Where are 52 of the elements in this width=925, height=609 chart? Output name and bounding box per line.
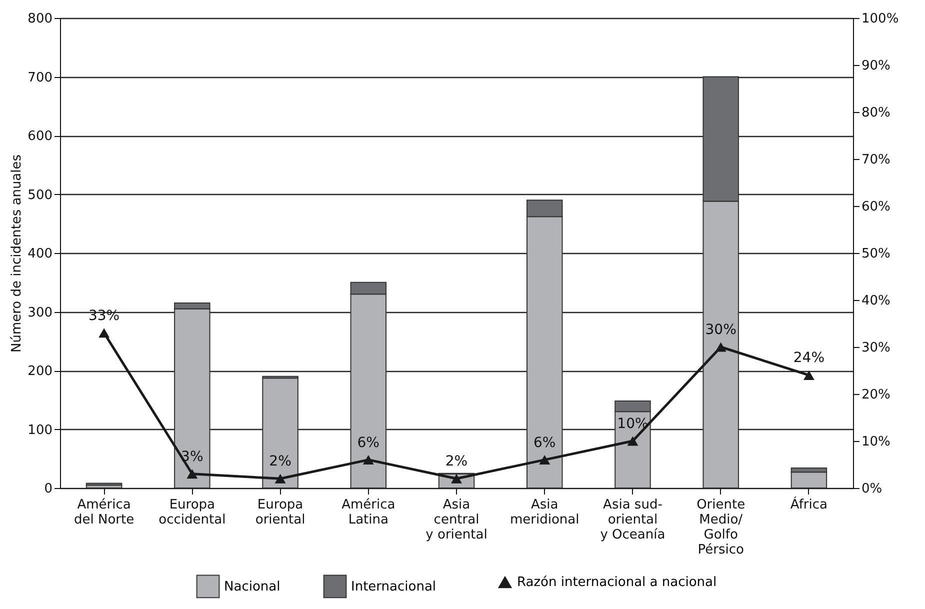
y-tick-label: 100	[28, 422, 52, 438]
y-tick-label: 600	[28, 129, 52, 144]
y2-tick-label: 100%	[862, 12, 899, 26]
data-label: 6%	[357, 434, 380, 451]
point	[98, 328, 110, 338]
y2-tick-label: 40%	[862, 294, 890, 308]
y-tick-label: 500	[28, 188, 52, 203]
y2-tick-label: 20%	[862, 388, 890, 402]
y2-tick-label: 50%	[862, 246, 890, 262]
point	[803, 370, 814, 380]
x-tick-label: Europa occidental	[158, 498, 226, 528]
data-label: 6%	[534, 434, 556, 451]
x-tick-label: América Latina	[342, 498, 396, 528]
data-label: 30%	[705, 322, 736, 338]
y2-tick-label: 10%	[862, 434, 890, 450]
x-tick-label: Oriente Medio/ Golfo Pérsico	[696, 498, 746, 558]
bar	[262, 378, 298, 488]
point	[186, 469, 198, 479]
legend-label: Internacional	[351, 579, 436, 594]
x-tick-label: África	[790, 496, 828, 512]
point	[715, 342, 726, 352]
data-label: 2%	[269, 454, 292, 470]
data-label: 33%	[88, 308, 120, 324]
data-label: 10%	[617, 416, 648, 432]
y2-tick-label: 30%	[862, 340, 890, 356]
y-tick-label: 700	[28, 70, 52, 86]
legend-label: Nacional	[224, 579, 280, 594]
y2-tick-label: 80%	[862, 106, 890, 120]
point	[274, 474, 286, 484]
y2-tick-label: 90%	[862, 58, 890, 74]
bar	[790, 472, 828, 488]
point	[539, 455, 550, 465]
data-label: 24%	[793, 350, 825, 366]
y-tick-label: 300	[28, 305, 52, 320]
data-label: 2%	[445, 454, 468, 470]
point	[362, 455, 374, 465]
data-label: 3%	[181, 448, 204, 465]
x-tick-label: Asia sud- oriental y Oceanía	[600, 498, 666, 542]
x-tick-label: América del Norte	[74, 498, 134, 528]
legend-label: Razón internacional a nacional	[517, 575, 717, 590]
x-tick-label: Europa oriental	[255, 498, 306, 528]
y-axis-title: Número de incidentes anuales	[10, 154, 25, 353]
y2-tick-label: 0%	[862, 482, 882, 496]
x-tick-label: Asia meridional	[510, 498, 580, 528]
y2-tick-label: 70%	[862, 152, 890, 168]
y-tick-label: 400	[28, 246, 52, 262]
point	[627, 436, 638, 446]
y-tick-label: 800	[28, 12, 52, 26]
y-tick-label: 0	[44, 482, 52, 496]
x-tick-label: Asia central y oriental	[426, 498, 488, 542]
y2-tick-label: 60%	[862, 200, 890, 214]
y-tick-label: 200	[28, 364, 52, 379]
